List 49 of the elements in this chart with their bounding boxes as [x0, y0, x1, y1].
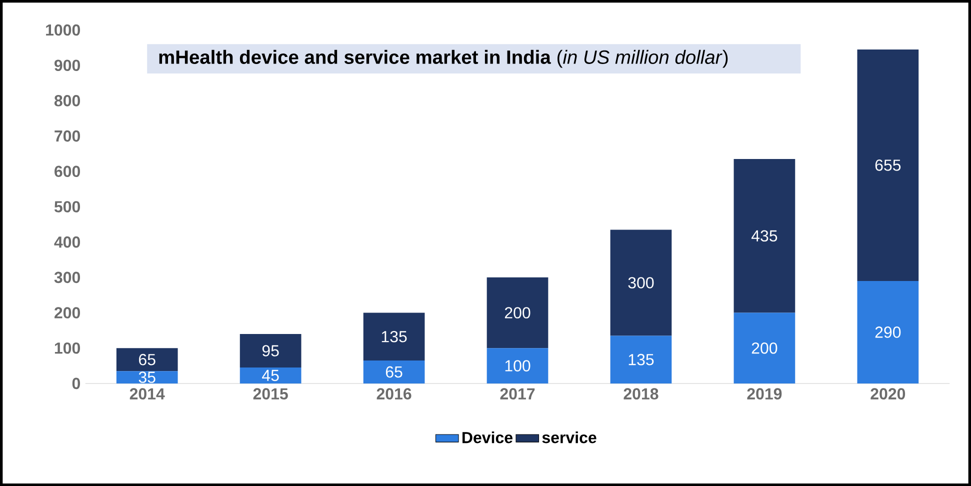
bar: [734, 312, 796, 384]
y-tick-label: 300: [54, 272, 80, 284]
data-label: 45: [262, 370, 279, 381]
data-label: 95: [262, 345, 279, 356]
bar: [363, 360, 425, 384]
bar: [240, 334, 302, 368]
bar: [363, 312, 425, 360]
bar: [857, 49, 919, 281]
x-tick-label: 2020: [870, 388, 906, 400]
data-label: 435: [751, 230, 778, 242]
legend-label: service: [542, 431, 596, 444]
bar: [116, 371, 178, 384]
data-label: 35: [138, 372, 156, 383]
x-tick-label: 2018: [624, 388, 658, 400]
x-tick-label: 2014: [130, 388, 165, 400]
y-tick-label: 700: [54, 130, 80, 142]
legend-label: Device: [462, 431, 512, 444]
x-tick-label: 2016: [376, 388, 412, 400]
y-tick-label: 900: [54, 60, 80, 71]
data-label: 300: [628, 276, 654, 288]
data-label: 655: [875, 159, 901, 171]
bar: [610, 230, 672, 336]
data-label: 135: [628, 354, 654, 366]
bar: [734, 158, 796, 313]
y-tick-label: 200: [54, 307, 80, 318]
bar: [486, 348, 548, 384]
data-label: 290: [875, 326, 901, 338]
bar: [116, 348, 178, 372]
bar: [486, 277, 548, 348]
y-tick-label: 0: [72, 378, 80, 390]
y-tick-label: 500: [54, 200, 80, 212]
bar: [610, 336, 672, 384]
data-label: 100: [505, 360, 530, 372]
x-tick-label: 2015: [253, 388, 288, 400]
x-tick-label: 2017: [500, 388, 535, 400]
y-tick-label: 1000: [46, 24, 80, 36]
y-tick-label: 600: [54, 166, 80, 177]
y-tick-label: 400: [54, 236, 80, 248]
y-tick-label: 100: [54, 342, 80, 354]
data-label: 200: [752, 342, 778, 354]
data-label: 200: [504, 307, 530, 318]
y-tick-label: 800: [54, 94, 80, 106]
x-tick-label: 2019: [747, 388, 782, 400]
data-label: 65: [139, 354, 156, 366]
data-label: 65: [386, 366, 402, 378]
data-label: 135: [382, 330, 407, 342]
bar: [857, 280, 919, 384]
text: mHealth device and service market in India (in US million dollar): [159, 50, 728, 68]
bar: [240, 367, 302, 384]
